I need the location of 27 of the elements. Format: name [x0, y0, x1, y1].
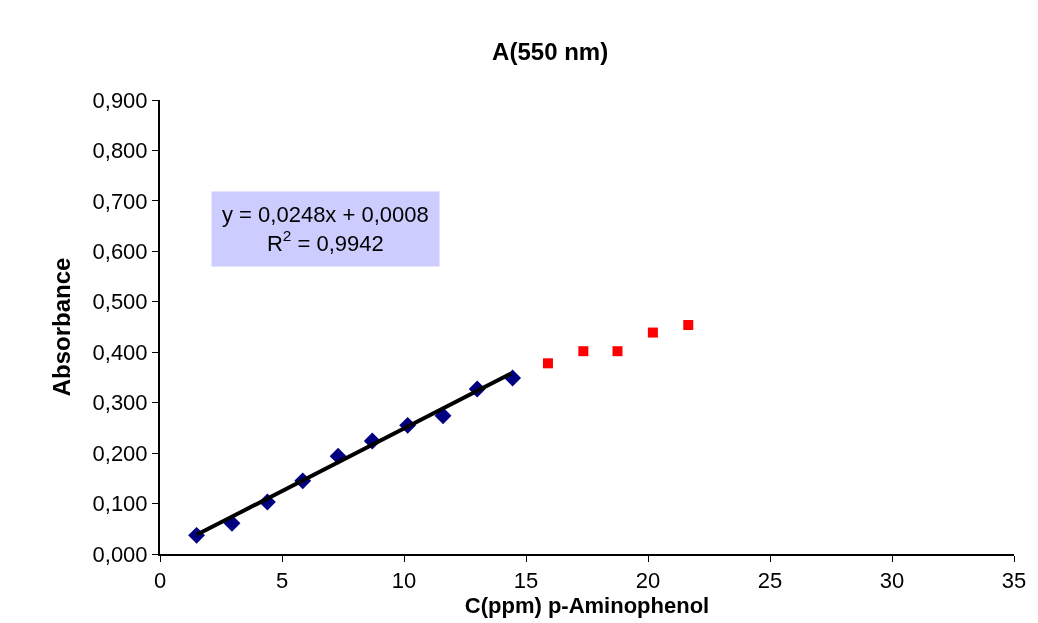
y-tick-label: 0,600 [92, 239, 148, 265]
y-tick-label: 0,100 [92, 491, 148, 517]
point [578, 346, 589, 357]
x-axis-title: C(ppm) p-Aminophenol [464, 593, 710, 619]
y-tick-label: 0,800 [92, 138, 148, 164]
x-tick-label: 30 [879, 568, 905, 594]
y-tick-label: 0,500 [92, 289, 148, 315]
x-tick-label: 0 [153, 568, 167, 594]
y-tick-label: 0,200 [92, 440, 148, 466]
y-tick-label: 0,300 [92, 390, 148, 416]
x-tick-label: 35 [1001, 568, 1027, 594]
point [542, 358, 553, 369]
y-tick-label: 0,000 [92, 541, 148, 567]
point [612, 346, 623, 357]
y-tick-label: 0,900 [92, 87, 148, 113]
x-tick-label: 5 [275, 568, 289, 594]
y-axis-title: Absorbance [48, 257, 76, 397]
point [647, 327, 658, 338]
point [683, 319, 694, 330]
x-tick-label: 25 [757, 568, 783, 594]
x-tick-label: 15 [513, 568, 539, 594]
chart-title: A(550 nm) [492, 38, 609, 66]
y-tick-label: 0,700 [92, 188, 148, 214]
x-tick-label: 10 [391, 568, 417, 594]
x-tick-label: 20 [635, 568, 661, 594]
y-tick-label: 0,400 [92, 339, 148, 365]
annotation: y = 0,0248x + 0,0008 R$^{2}$ = 0,9942 [222, 202, 429, 256]
